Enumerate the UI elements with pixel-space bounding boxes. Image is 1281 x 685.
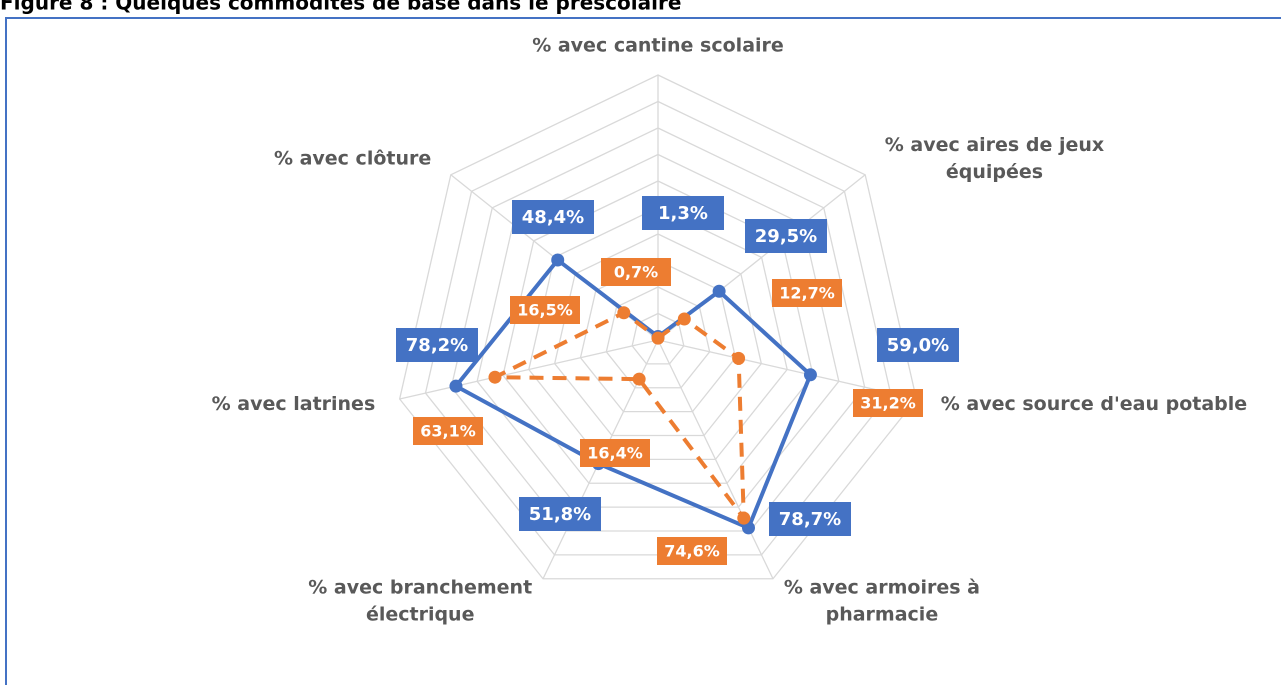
data-label-box [745, 219, 827, 253]
data-label-box [512, 200, 594, 234]
chart-frame [5, 17, 1281, 685]
category-label: électrique [366, 603, 475, 625]
data-label: 78,7% [779, 509, 841, 530]
data-label-box [601, 258, 671, 286]
spoke [399, 339, 659, 400]
chart-title: Figure 8 : Quelques commodités de base d… [0, 0, 681, 15]
data-point [632, 372, 646, 386]
data-label-box [877, 328, 959, 362]
data-point [449, 379, 463, 393]
grid-ring [631, 312, 685, 365]
category-label: % avec branchement [308, 576, 532, 598]
data-label: 59,0% [887, 335, 949, 356]
category-label: % avec latrines [212, 393, 376, 415]
data-point [488, 370, 502, 384]
data-point [617, 306, 631, 320]
data-point [712, 284, 726, 298]
data-label-box [769, 502, 851, 536]
grid-ring [398, 74, 918, 580]
grid-ring [553, 233, 763, 437]
category-label: % avec clôture [274, 148, 431, 170]
category-label: équipées [946, 161, 1043, 183]
data-label: 31,2% [860, 394, 916, 413]
data-point [732, 351, 746, 365]
data-label-box [580, 439, 650, 467]
data-point [651, 331, 665, 345]
data-label: 51,8% [529, 504, 591, 525]
data-label: 74,6% [664, 542, 720, 561]
grid-ring [502, 180, 814, 484]
data-label-box [510, 296, 580, 324]
data-label-box [519, 497, 601, 531]
category-label: pharmacie [826, 603, 939, 625]
data-label-box [396, 328, 478, 362]
data-label: 12,7% [779, 284, 835, 303]
grid-ring [528, 206, 788, 461]
series-line [453, 258, 813, 530]
data-label: 16,4% [587, 444, 643, 463]
data-label: 0,7% [614, 263, 658, 282]
data-point [677, 312, 691, 326]
data-label-box [853, 389, 923, 417]
data-label: 63,1% [420, 422, 476, 441]
data-label: 1,3% [658, 203, 708, 224]
data-label: 78,2% [406, 335, 468, 356]
data-point [551, 253, 565, 267]
data-label-box [772, 279, 842, 307]
data-label-box [642, 196, 724, 230]
data-point [737, 511, 751, 525]
data-label-box [657, 537, 727, 565]
data-label: 48,4% [522, 207, 584, 228]
category-label: % avec source d'eau potable [941, 393, 1247, 415]
series-line [492, 310, 746, 521]
data-label: 29,5% [755, 226, 817, 247]
category-label: % avec armoires à [784, 576, 980, 598]
grid-ring [579, 259, 737, 413]
data-point [803, 368, 817, 382]
category-label: % avec aires de jeux [885, 134, 1104, 156]
data-label-box [413, 417, 483, 445]
data-point [741, 521, 755, 535]
data-label: 16,5% [517, 301, 573, 320]
grid-ring [450, 127, 866, 532]
grid-ring [605, 286, 711, 389]
category-label: % avec cantine scolaire [532, 35, 784, 57]
spoke [657, 339, 774, 580]
